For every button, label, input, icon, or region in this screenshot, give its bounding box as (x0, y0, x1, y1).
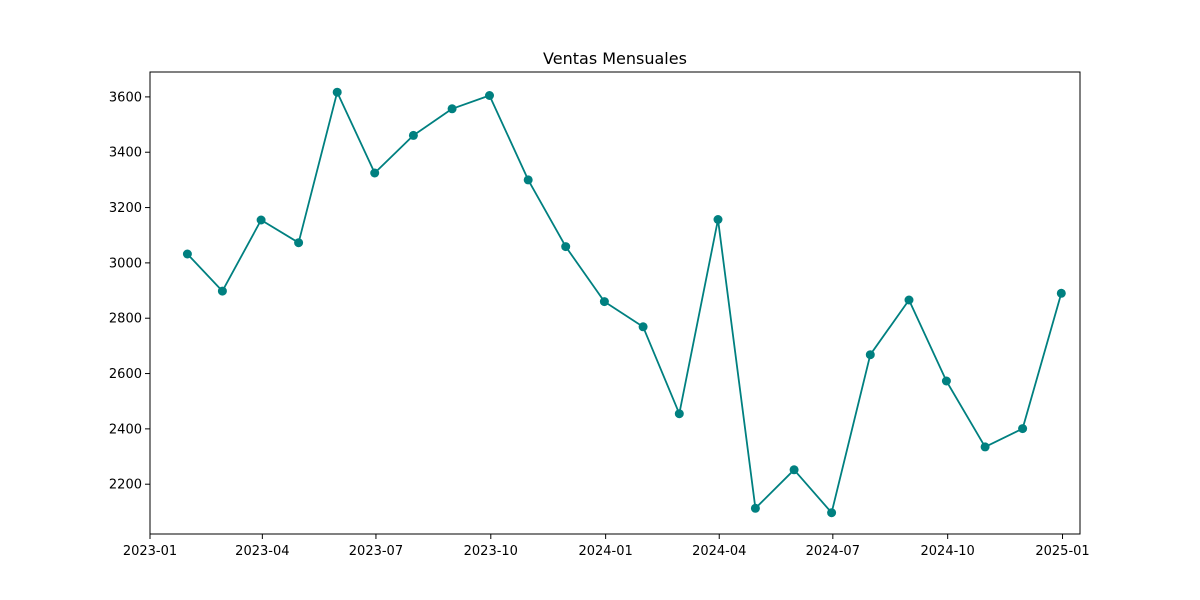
y-tick-label: 3200 (109, 201, 142, 216)
data-point (1056, 288, 1066, 298)
x-tick-label: 2025-01 (1035, 544, 1089, 559)
data-point (789, 465, 799, 475)
data-point (217, 286, 227, 296)
data-point (485, 91, 494, 100)
y-axis: 2200 2400 2600 2800 3000 3200 3400 3600 (109, 90, 150, 493)
data-point (408, 130, 418, 140)
x-tick-label: 2024-07 (806, 544, 860, 559)
x-tick-label: 2023-04 (235, 544, 289, 559)
data-point (904, 295, 914, 305)
data-point (561, 242, 571, 252)
data-point (370, 168, 380, 178)
y-tick-label: 2600 (109, 367, 142, 382)
x-tick-label: 2023-10 (464, 544, 518, 559)
x-tick-label: 2024-01 (578, 544, 632, 559)
data-point (332, 87, 342, 97)
chart-title: Ventas Mensuales (543, 49, 687, 68)
data-point (713, 215, 723, 224)
x-tick-label: 2023-07 (349, 544, 403, 559)
data-point (941, 376, 951, 386)
y-tick-label: 2200 (109, 478, 142, 493)
y-tick-label: 3000 (109, 256, 142, 271)
y-tick-label: 2400 (109, 422, 142, 437)
plot-area (182, 87, 1066, 518)
data-point (447, 104, 457, 114)
series-line (186, 91, 1063, 514)
x-tick-label: 2023-01 (123, 544, 177, 559)
y-tick-label: 3600 (109, 90, 142, 105)
data-point (674, 409, 684, 419)
data-point (256, 215, 266, 225)
data-point (294, 238, 304, 248)
y-tick-label: 2800 (109, 312, 142, 327)
x-tick-label: 2024-10 (921, 544, 975, 559)
data-point (599, 297, 609, 307)
data-point (1018, 424, 1028, 434)
plot-frame (149, 71, 1081, 535)
data-point (638, 322, 648, 332)
data-point (750, 503, 760, 513)
data-point (182, 249, 192, 259)
x-axis: 2023-01 2023-04 2023-07 2023-10 2024-01 2024-… (123, 534, 1090, 559)
data-point (827, 508, 837, 518)
data-point (523, 175, 533, 185)
data-point (865, 350, 875, 360)
data-point (980, 442, 990, 452)
y-tick-label: 3400 (109, 146, 142, 161)
x-tick-label: 2024-04 (692, 544, 746, 559)
